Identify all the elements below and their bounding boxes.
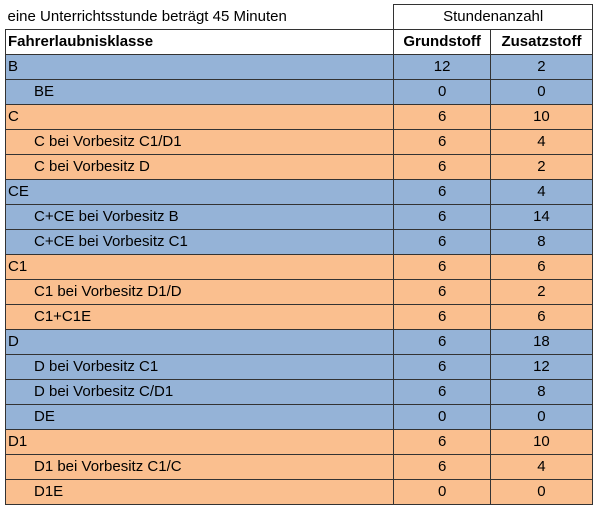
group-header-stundenanzahl: Stundenanzahl bbox=[393, 4, 593, 30]
cell-grundstoff: 12 bbox=[393, 54, 491, 80]
cell-grundstoff: 0 bbox=[393, 479, 491, 505]
table-row: D bei Vorbesitz C1 6 12 bbox=[4, 354, 593, 380]
cell-klasse: D1 bei Vorbesitz C1/C bbox=[4, 454, 395, 480]
cell-zusatzstoff: 10 bbox=[489, 104, 593, 130]
column-header-klasse: Fahrerlaubnisklasse bbox=[4, 29, 395, 55]
cell-zusatzstoff: 10 bbox=[489, 429, 593, 455]
cell-klasse: CE bbox=[4, 179, 395, 205]
cell-grundstoff: 6 bbox=[393, 354, 491, 380]
cell-klasse: C1+C1E bbox=[4, 304, 395, 330]
table-row: B 12 2 bbox=[4, 54, 593, 80]
cell-grundstoff: 6 bbox=[393, 279, 491, 305]
table-row: DE 0 0 bbox=[4, 404, 593, 430]
table-row: D1E 0 0 bbox=[4, 479, 593, 505]
cell-zusatzstoff: 2 bbox=[489, 154, 593, 180]
cell-klasse: C1 bbox=[4, 254, 395, 280]
cell-zusatzstoff: 4 bbox=[489, 179, 593, 205]
cell-grundstoff: 6 bbox=[393, 454, 491, 480]
cell-zusatzstoff: 4 bbox=[489, 454, 593, 480]
hours-table: eine Unterrichtsstunde beträgt 45 Minute… bbox=[4, 4, 593, 505]
cell-klasse: BE bbox=[4, 79, 395, 105]
table-row: D1 6 10 bbox=[4, 429, 593, 455]
cell-zusatzstoff: 0 bbox=[489, 479, 593, 505]
cell-grundstoff: 6 bbox=[393, 204, 491, 230]
table-row: C1+C1E 6 6 bbox=[4, 304, 593, 330]
cell-grundstoff: 6 bbox=[393, 154, 491, 180]
cell-klasse: D bei Vorbesitz C1 bbox=[4, 354, 395, 380]
table-row: BE 0 0 bbox=[4, 79, 593, 105]
table-row: C 6 10 bbox=[4, 104, 593, 130]
cell-grundstoff: 0 bbox=[393, 404, 491, 430]
cell-zusatzstoff: 8 bbox=[489, 379, 593, 405]
cell-zusatzstoff: 2 bbox=[489, 54, 593, 80]
cell-klasse: D bei Vorbesitz C/D1 bbox=[4, 379, 395, 405]
table-row: C1 6 6 bbox=[4, 254, 593, 280]
table-caption: eine Unterrichtsstunde beträgt 45 Minute… bbox=[7, 7, 287, 25]
table-row: D bei Vorbesitz C/D1 6 8 bbox=[4, 379, 593, 405]
cell-grundstoff: 0 bbox=[393, 79, 491, 105]
column-header-grundstoff: Grundstoff bbox=[393, 29, 491, 55]
table-row: C+CE bei Vorbesitz B 6 14 bbox=[4, 204, 593, 230]
cell-grundstoff: 6 bbox=[393, 254, 491, 280]
cell-zusatzstoff: 14 bbox=[489, 204, 593, 230]
caption-row: eine Unterrichtsstunde beträgt 45 Minute… bbox=[6, 4, 593, 30]
table-row: C+CE bei Vorbesitz C1 6 8 bbox=[4, 229, 593, 255]
cell-grundstoff: 6 bbox=[393, 229, 491, 255]
table-row: C1 bei Vorbesitz D1/D 6 2 bbox=[4, 279, 593, 305]
cell-klasse: D bbox=[4, 329, 395, 355]
cell-zusatzstoff: 6 bbox=[489, 304, 593, 330]
cell-grundstoff: 6 bbox=[393, 429, 491, 455]
cell-klasse: C bei Vorbesitz C1/D1 bbox=[4, 129, 395, 155]
cell-grundstoff: 6 bbox=[393, 104, 491, 130]
cell-zusatzstoff: 0 bbox=[489, 404, 593, 430]
cell-zusatzstoff: 0 bbox=[489, 79, 593, 105]
cell-zusatzstoff: 18 bbox=[489, 329, 593, 355]
cell-klasse: C1 bei Vorbesitz D1/D bbox=[4, 279, 395, 305]
header-row: Fahrerlaubnisklasse Grundstoff Zusatzsto… bbox=[4, 29, 593, 55]
cell-zusatzstoff: 6 bbox=[489, 254, 593, 280]
cell-zusatzstoff: 8 bbox=[489, 229, 593, 255]
cell-klasse: C bbox=[4, 104, 395, 130]
cell-grundstoff: 6 bbox=[393, 304, 491, 330]
cell-klasse: DE bbox=[4, 404, 395, 430]
cell-grundstoff: 6 bbox=[393, 129, 491, 155]
cell-grundstoff: 6 bbox=[393, 329, 491, 355]
cell-zusatzstoff: 4 bbox=[489, 129, 593, 155]
cell-klasse: C+CE bei Vorbesitz B bbox=[4, 204, 395, 230]
cell-klasse: C bei Vorbesitz D bbox=[4, 154, 395, 180]
cell-grundstoff: 6 bbox=[393, 179, 491, 205]
table-row: CE 6 4 bbox=[4, 179, 593, 205]
cell-klasse: D1 bbox=[4, 429, 395, 455]
cell-zusatzstoff: 2 bbox=[489, 279, 593, 305]
table-row: C bei Vorbesitz C1/D1 6 4 bbox=[4, 129, 593, 155]
column-header-zusatzstoff: Zusatzstoff bbox=[489, 29, 593, 55]
cell-klasse: C+CE bei Vorbesitz C1 bbox=[4, 229, 395, 255]
table-row: D1 bei Vorbesitz C1/C 6 4 bbox=[4, 454, 593, 480]
cell-klasse: B bbox=[4, 54, 395, 80]
cell-grundstoff: 6 bbox=[393, 379, 491, 405]
cell-klasse: D1E bbox=[4, 479, 395, 505]
cell-zusatzstoff: 12 bbox=[489, 354, 593, 380]
table-row: D 6 18 bbox=[4, 329, 593, 355]
